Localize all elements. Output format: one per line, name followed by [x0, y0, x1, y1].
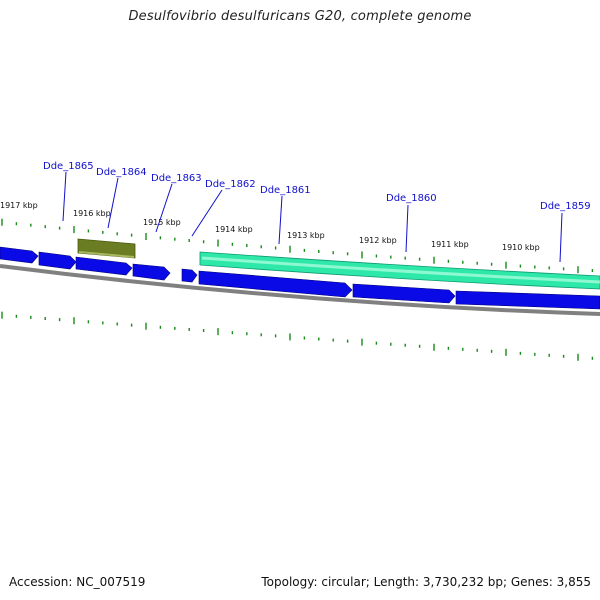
gene-leader-lines: [62, 171, 563, 263]
gene-label-dde1861[interactable]: Dde_1861: [260, 185, 311, 196]
gene-arrow[interactable]: [181, 268, 198, 283]
forward-gene-track: [0, 246, 600, 310]
gene-arrow[interactable]: [75, 256, 133, 276]
scale-label-1910: 1910 kbp: [502, 243, 540, 252]
scale-label-1914: 1914 kbp: [215, 225, 253, 234]
map-title: Desulfovibrio desulfuricans G20, complet…: [128, 9, 472, 24]
gene-arrow[interactable]: [38, 251, 77, 270]
gene-labels: Dde_1865 Dde_1864 Dde_1863 Dde_1862 Dde_…: [43, 161, 591, 212]
gene-dde1864-feature[interactable]: [77, 238, 136, 259]
gene-arrow[interactable]: [0, 246, 39, 264]
accession-label: Accession: NC_007519: [9, 575, 146, 589]
scale-label-1912: 1912 kbp: [359, 236, 397, 245]
outer-scale-ticks: [1, 218, 594, 274]
genome-backbone: [0, 264, 600, 316]
genome-summary: Topology: circular; Length: 3,730,232 bp…: [261, 575, 591, 589]
scale-label-1911: 1911 kbp: [431, 240, 469, 249]
scale-labels: 1917 kbp 1916 kbp 1915 kbp 1914 kbp 1913…: [0, 201, 540, 252]
scale-label-1917: 1917 kbp: [0, 201, 38, 210]
gene-label-dde1860[interactable]: Dde_1860: [386, 193, 437, 204]
gene-arrow[interactable]: [352, 283, 456, 304]
gene-arrow[interactable]: [455, 290, 600, 310]
gene-label-dde1862[interactable]: Dde_1862: [205, 179, 256, 190]
scale-label-1915: 1915 kbp: [143, 218, 181, 227]
gene-arrow[interactable]: [132, 263, 171, 281]
gene-label-dde1859[interactable]: Dde_1859: [540, 201, 591, 212]
gene-arrow[interactable]: [198, 270, 353, 298]
gene-label-dde1865[interactable]: Dde_1865: [43, 161, 94, 172]
gene-label-dde1863[interactable]: Dde_1863: [151, 173, 202, 184]
scale-label-1916: 1916 kbp: [73, 209, 111, 218]
gene-dde1861-feature[interactable]: [199, 251, 600, 290]
scale-label-1913: 1913 kbp: [287, 231, 325, 240]
gene-label-dde1864[interactable]: Dde_1864: [96, 167, 147, 178]
inner-scale-ticks: [1, 311, 594, 361]
